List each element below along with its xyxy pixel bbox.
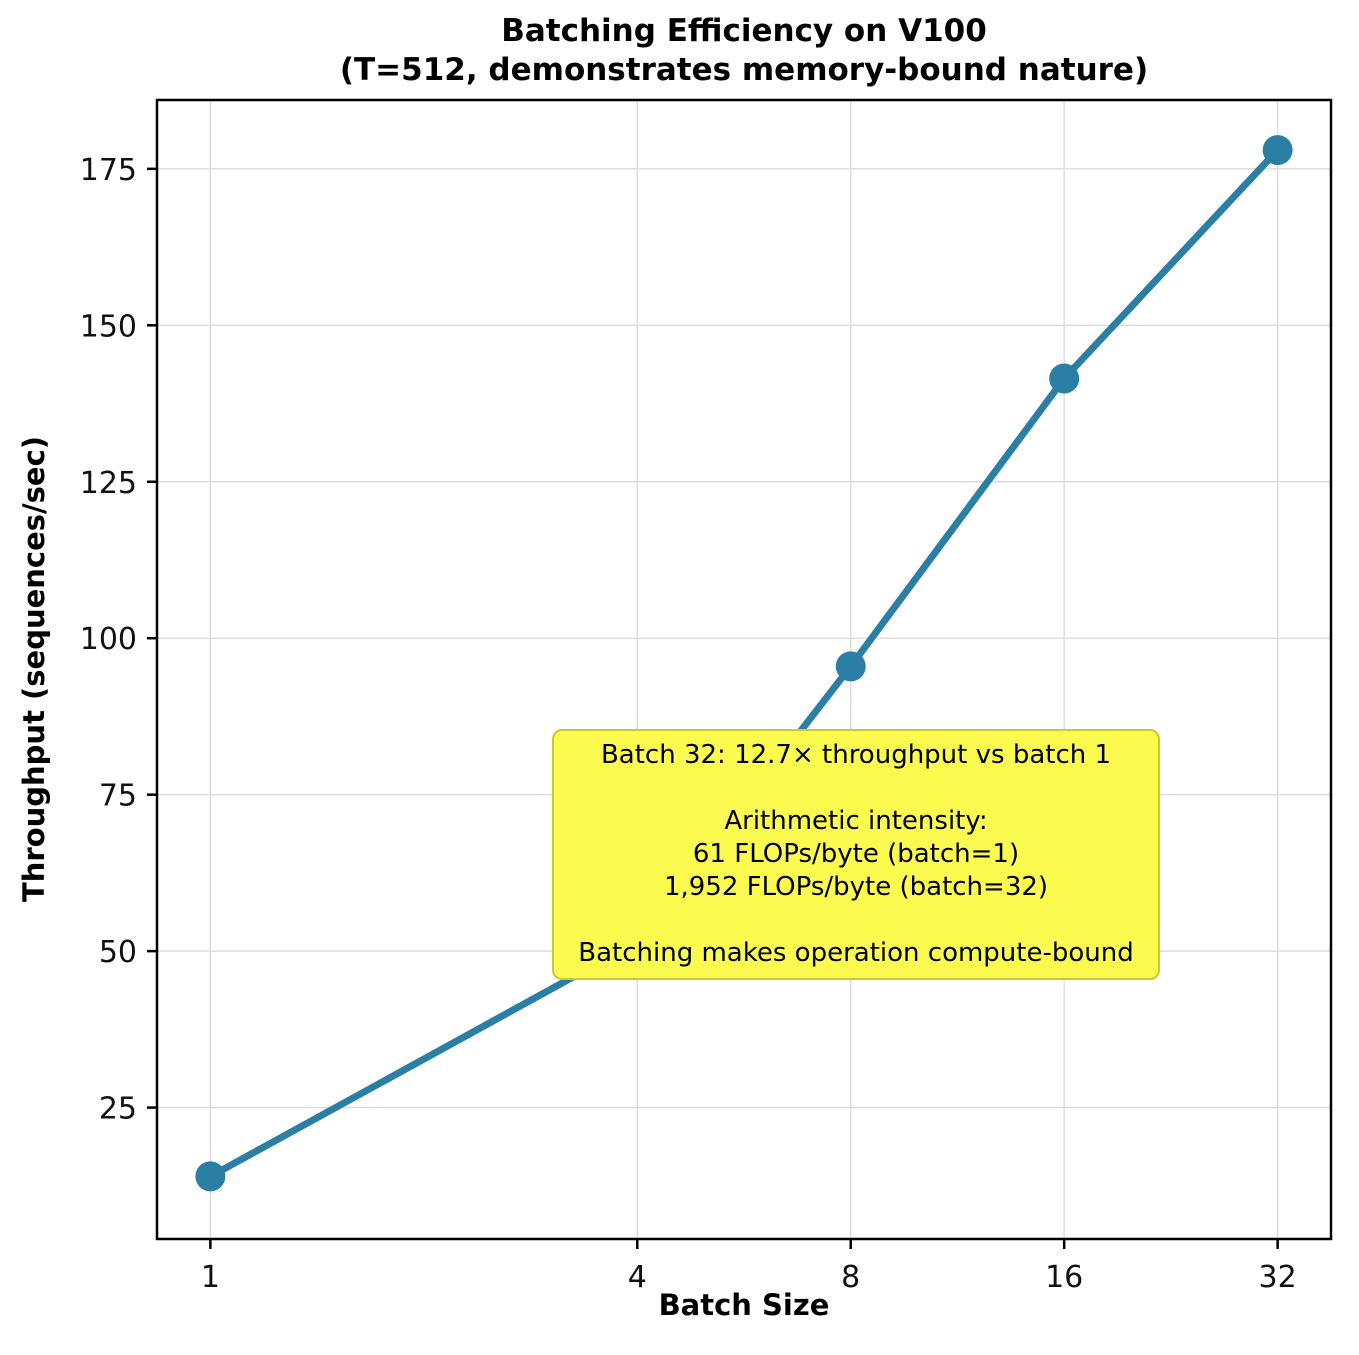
chart-title-block: Batching Efficiency on V100 (T=512, demo… bbox=[157, 12, 1331, 90]
axes-frame bbox=[155, 98, 1333, 1241]
annotation-box: Batch 32: 12.7× throughput vs batch 1 Ar… bbox=[552, 729, 1160, 980]
data-point bbox=[1262, 135, 1293, 166]
annotation-line-4: 1,952 FLOPs/byte (batch=32) bbox=[663, 872, 1049, 902]
x-tick-label: 4 bbox=[628, 1260, 647, 1295]
x-tick-label: 1 bbox=[201, 1260, 220, 1295]
chart-subtitle: (T=512, demonstrates memory-bound nature… bbox=[339, 52, 1149, 88]
y-tick-label: 100 bbox=[80, 622, 137, 657]
x-tick-label: 32 bbox=[1259, 1260, 1297, 1295]
x-tick-label: 8 bbox=[841, 1260, 860, 1295]
y-tick-label: 50 bbox=[99, 935, 137, 970]
y-tick-label: 175 bbox=[80, 153, 137, 188]
data-point bbox=[835, 651, 866, 682]
x-axis-label: Batch Size bbox=[658, 1288, 830, 1322]
data-point bbox=[1049, 363, 1080, 394]
y-tick-label: 125 bbox=[80, 466, 137, 501]
annotation-line-5: Batching makes operation compute-bound bbox=[578, 938, 1134, 968]
annotation-line-blank-1 bbox=[560, 772, 1152, 805]
x-tick-label: 16 bbox=[1045, 1260, 1083, 1295]
data-point bbox=[195, 1161, 226, 1192]
y-tick-label: 75 bbox=[99, 779, 137, 814]
annotation-line-3: 61 FLOPs/byte (batch=1) bbox=[692, 839, 1020, 869]
series-line bbox=[206, 146, 1282, 1180]
annotation-line-blank-2 bbox=[560, 904, 1152, 937]
y-tick-label: 150 bbox=[80, 309, 137, 344]
annotation-line-2: Arithmetic intensity: bbox=[724, 806, 988, 836]
annotation-line-1: Batch 32: 12.7× throughput vs batch 1 bbox=[600, 740, 1112, 770]
y-tick-label: 25 bbox=[99, 1092, 137, 1127]
chart-title: Batching Efficiency on V100 bbox=[501, 13, 987, 49]
